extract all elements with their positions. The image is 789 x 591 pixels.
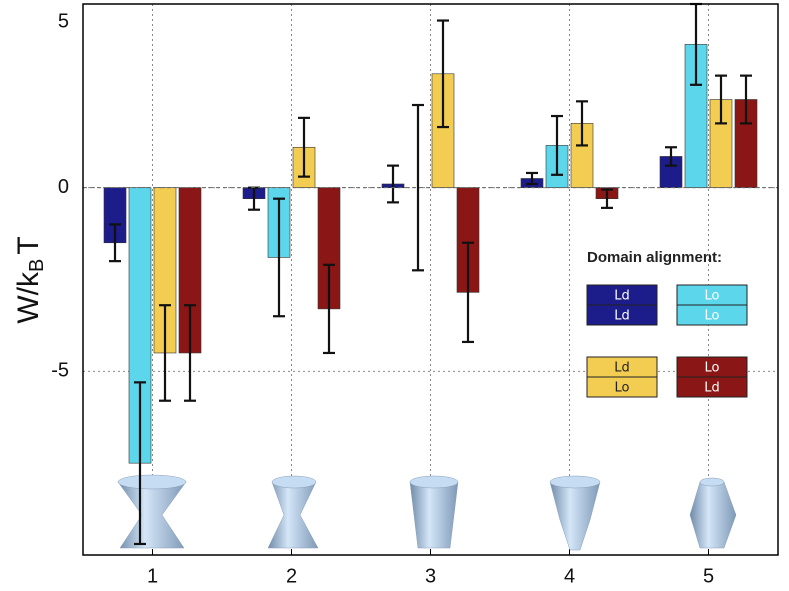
legend-swatch: [676, 304, 748, 326]
legend-swatch: [586, 304, 658, 326]
y-axis-label: W/kBT: [12, 236, 48, 323]
legend-label: Ld: [614, 309, 630, 324]
error-bar: [576, 100, 588, 147]
hourglass-icon: [267, 481, 319, 549]
bulge-icon: [689, 481, 737, 549]
x-tick-label: 5: [703, 565, 714, 587]
legend-label: Lo: [705, 289, 720, 304]
icon-top: [117, 474, 187, 490]
x-tick-label: 2: [286, 565, 297, 587]
shape-icons: [117, 474, 737, 551]
error-bar: [740, 74, 752, 125]
legend-label: Ld: [614, 289, 630, 304]
error-bar: [437, 19, 449, 129]
legend-label: Lo: [705, 309, 720, 324]
taper-icon: [409, 481, 459, 549]
y-tick-label: 0: [58, 176, 69, 198]
error-bar: [462, 241, 474, 344]
y-label-main: W/k: [12, 271, 45, 324]
error-bar: [551, 114, 563, 176]
error-bar: [298, 116, 310, 178]
error-bar: [412, 103, 424, 272]
legend-label: Lo: [705, 361, 720, 376]
error-bar: [601, 188, 613, 209]
plot-frame: [82, 3, 779, 556]
x-tick-label: 3: [425, 565, 436, 587]
legend-swatch: [586, 376, 658, 398]
y-tick-label: 5: [58, 10, 69, 32]
y-label-tail: T: [12, 236, 45, 254]
error-bar: [526, 171, 538, 186]
icon-top: [409, 475, 459, 489]
legend-label: Ld: [614, 361, 630, 376]
y-tick-label: -5: [51, 360, 69, 382]
error-bar: [323, 263, 335, 355]
cone-icon: [549, 481, 601, 551]
error-bar: [665, 146, 677, 167]
icon-top: [271, 475, 317, 489]
error-bar: [387, 164, 399, 204]
x-tick-label: 4: [564, 565, 575, 587]
error-bar: [109, 223, 121, 263]
legend-label: Ld: [704, 381, 720, 396]
icon-top: [549, 475, 601, 489]
icon-top: [699, 477, 725, 487]
legend-swatch: [676, 376, 748, 398]
hourglass-icon: [117, 481, 187, 549]
error-bar: [715, 74, 727, 125]
legend-label: Lo: [615, 381, 630, 396]
error-bar: [134, 381, 146, 546]
legend-title: Domain alignment:: [587, 249, 722, 266]
error-bar: [273, 197, 285, 318]
x-tick-label: 1: [147, 565, 158, 587]
error-bar: [184, 304, 196, 402]
error-bar: [159, 304, 171, 402]
y-label-sub: B: [26, 259, 48, 272]
